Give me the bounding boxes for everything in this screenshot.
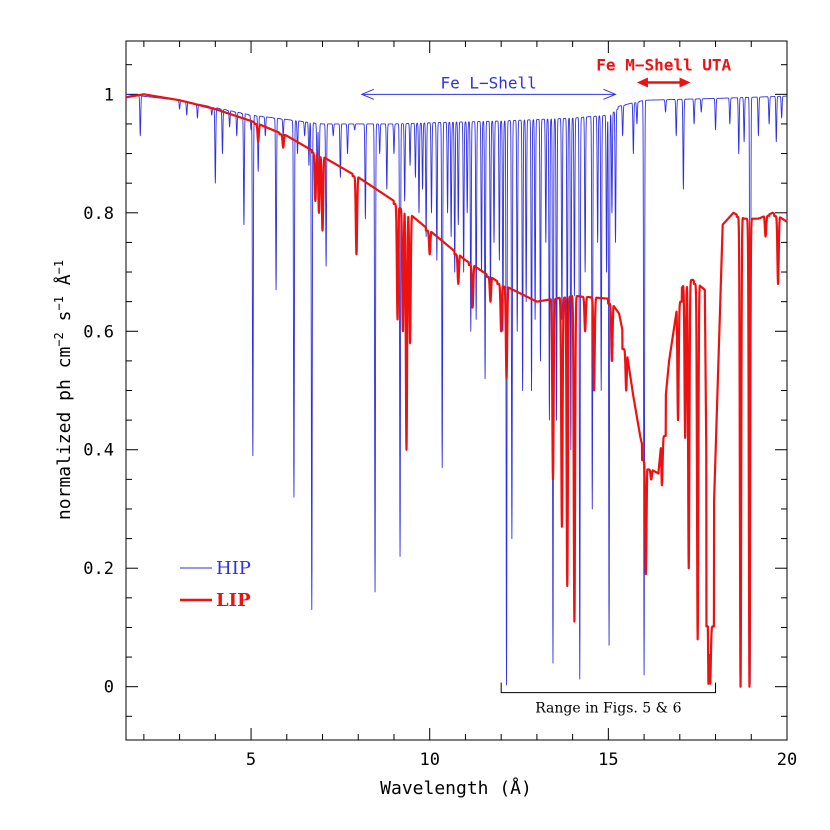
legend-hip-label: HIP [216,558,251,579]
y-tick-label: 0 [104,678,114,698]
x-tick-label: 10 [419,750,439,770]
y-title-part-3: Å [53,274,75,296]
series-line-lip [125,93,788,688]
x-tick-label: 20 [777,750,797,770]
y-tick-label: 0.2 [83,559,114,579]
fe-m-shell-arrowhead-left [636,77,648,88]
y-tick-label: 0.8 [83,204,114,224]
fe-l-shell-arrowhead-right [603,88,617,100]
fe-m-shell-arrowhead-right [679,77,691,88]
y-tick-label: 0.6 [83,322,114,342]
fe-l-shell-arrowhead-left [360,88,375,100]
fe-m-shell-label: Fe M−Shell UTA [596,55,731,74]
fe-l-shell-label: Fe L−Shell [440,73,536,92]
x-tick-label: 15 [598,750,618,770]
y-title-sup-3: −1 [52,260,66,274]
y-title-sup-1: −2 [52,332,66,346]
x-tick-label: 5 [246,750,256,770]
axis-ticks [126,41,788,740]
tick-labels: 5 10 15 20 0 0.2 0.4 0.6 0.8 1 [83,85,797,770]
y-title-part-2: s [54,311,75,333]
y-tick-label: 1 [104,85,114,105]
series-line-hip [125,93,788,686]
series-lip [125,93,788,688]
series-hip [125,93,788,686]
legend-lip-label: LIP [216,590,251,611]
y-title-sup-2: −1 [52,296,66,310]
y-axis-title: normalized ph cm−2 s−1 Å−1 [52,260,75,520]
y-tick-label: 0.4 [83,441,114,461]
annotations: Fe L−Shell Fe M−Shell UTA Range in Figs.… [360,55,732,717]
range-label: Range in Figs. 5 & 6 [535,701,681,717]
y-title-part-1: normalized ph cm [54,347,75,520]
legend: HIP LIP [180,558,251,611]
range-bracket [500,682,717,694]
x-axis-title: Wavelength (Å) [380,777,532,799]
